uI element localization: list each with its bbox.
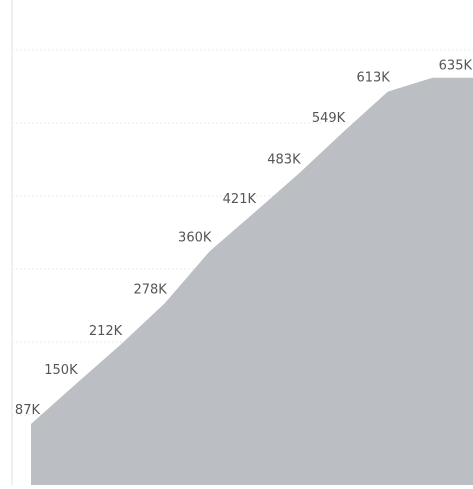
data-label: 421K	[223, 192, 257, 207]
data-label: 212K	[89, 324, 123, 339]
data-label: 278K	[133, 282, 167, 297]
data-label: 635K	[439, 59, 473, 74]
data-label: 360K	[178, 231, 212, 246]
data-label: 549K	[312, 111, 346, 126]
data-label: 483K	[267, 153, 301, 168]
data-label: 87K	[15, 403, 41, 418]
data-label: 150K	[44, 363, 78, 378]
data-label: 613K	[356, 71, 390, 86]
data-labels: 87K 150K 212K 278K 360K 421K 483K 549K 613K 635K	[15, 59, 473, 418]
area-series	[31, 77, 473, 485]
